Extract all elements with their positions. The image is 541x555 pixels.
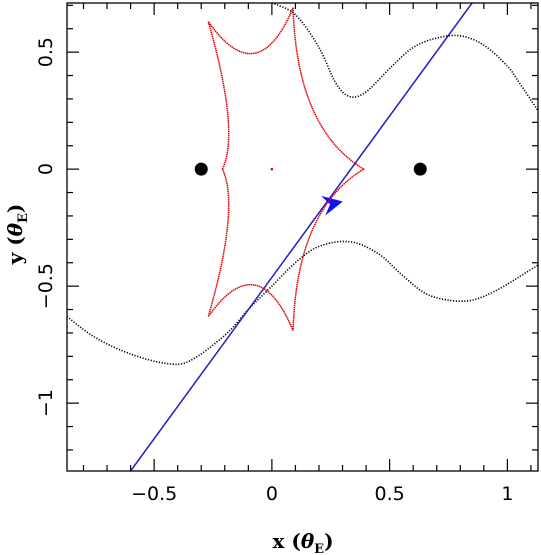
plot-frame bbox=[66, 2, 539, 472]
x-tick-label: 0.5 bbox=[375, 483, 405, 505]
x-axis-label: x (θE) bbox=[272, 529, 333, 555]
caustic-curve bbox=[207, 7, 366, 331]
lens-masses bbox=[194, 162, 427, 176]
critical-curves bbox=[67, 3, 538, 366]
x-tick-label: 0 bbox=[266, 483, 278, 505]
y-tick-label: 0 bbox=[35, 163, 57, 175]
lens-mass-2 bbox=[413, 162, 427, 176]
y-axis-ticks: −1 −0.5 0 0.5 bbox=[35, 4, 538, 451]
y-tick-label: −1 bbox=[35, 389, 57, 417]
caustic bbox=[207, 7, 366, 331]
lens-mass-1 bbox=[194, 162, 208, 176]
y-tick-label: −0.5 bbox=[35, 263, 57, 309]
y-axis-label: y (θE) bbox=[3, 204, 31, 266]
source-trajectory bbox=[129, 3, 473, 471]
x-axis-ticks: −0.5 0 0.5 1 bbox=[82, 3, 532, 505]
trajectory-line bbox=[129, 3, 473, 471]
caustic-point bbox=[270, 167, 274, 171]
x-tick-label: 1 bbox=[501, 483, 513, 505]
critical-curve-upper bbox=[271, 3, 538, 112]
critical-curve-lower bbox=[67, 240, 538, 366]
direction-arrow bbox=[321, 195, 343, 216]
x-tick-label: −0.5 bbox=[131, 483, 177, 505]
plot-border bbox=[66, 2, 539, 472]
y-tick-label: 0.5 bbox=[35, 37, 57, 67]
